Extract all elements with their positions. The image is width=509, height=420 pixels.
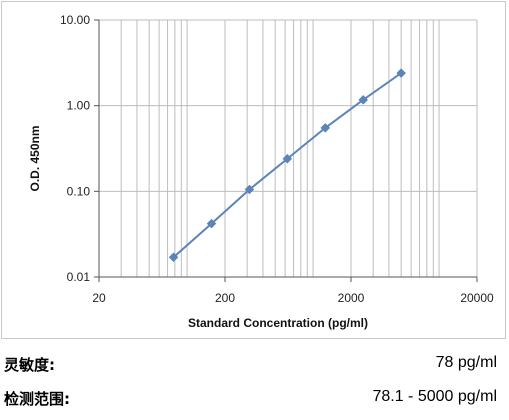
y-axis-title: O.D. 450nm	[28, 125, 42, 191]
sensitivity-value: 78 pg/ml	[435, 354, 497, 371]
x-tick-label: 200	[215, 291, 235, 305]
plot-area	[99, 20, 477, 277]
x-tick-label: 20	[92, 291, 106, 305]
data-point	[358, 95, 368, 105]
data-point	[396, 68, 406, 78]
y-tick-label: 0.10	[67, 184, 91, 198]
sensitivity-label: 灵敏度:	[4, 356, 55, 374]
range-value: 78.1 - 5000 pg/ml	[372, 388, 497, 405]
chart-frame: 0.01 0.10 1.00 10.00 20 200 2000 20000 Standard …	[1, 1, 506, 339]
data-point	[206, 218, 217, 229]
data-point	[244, 184, 255, 195]
range-row: 检测范围: 78.1 - 5000 pg/ml	[0, 386, 509, 410]
x-tick-label: 2000	[338, 291, 365, 305]
data-point	[282, 153, 293, 164]
y-tick-label: 0.01	[67, 270, 91, 284]
y-tick-label: 1.00	[67, 99, 91, 113]
x-tick-label: 20000	[460, 291, 494, 305]
chart: 0.01 0.10 1.00 10.00 20 200 2000 20000 Standard …	[28, 13, 494, 330]
y-tick-label: 10.00	[60, 13, 90, 27]
sensitivity-row: 灵敏度: 78 pg/ml	[0, 352, 509, 376]
data-point	[320, 123, 331, 133]
data-point	[168, 252, 179, 263]
range-label: 检测范围:	[4, 390, 70, 408]
x-axis-title: Standard Concentration (pg/ml)	[188, 316, 368, 330]
